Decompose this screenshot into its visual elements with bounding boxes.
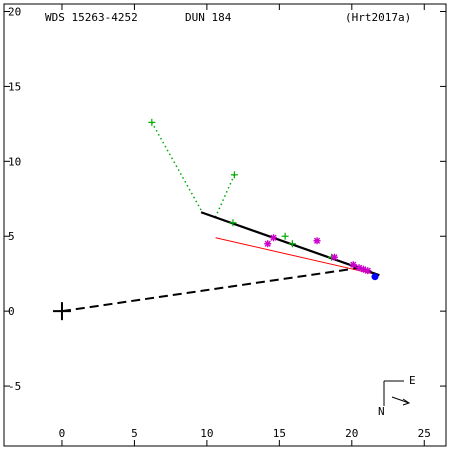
magenta-asterisk-marker	[349, 261, 357, 269]
asterisk-stroke	[350, 261, 357, 268]
x-tick-label: 10	[200, 427, 213, 440]
green-plus-marker	[281, 232, 289, 240]
x-tick-label: 25	[418, 427, 431, 440]
compass-motion-arrow	[391, 396, 410, 404]
y-tick-label: 10	[8, 155, 21, 168]
compass: E N	[378, 374, 416, 418]
compass-north-label: N	[378, 405, 385, 418]
compass-east-label: E	[409, 374, 416, 387]
x-tick-label: 15	[273, 427, 286, 440]
y-tick-label: -5	[8, 380, 21, 393]
magenta-asterisk-marker	[270, 234, 278, 242]
y-tick-label: 5	[8, 230, 15, 243]
asterisk-stroke	[355, 264, 363, 271]
dashed-node-line	[61, 266, 361, 313]
asterisk-stroke	[331, 254, 338, 261]
x-tick-label: 0	[59, 427, 66, 440]
magenta-asterisk-marker	[264, 240, 272, 248]
green-plus-marker	[288, 240, 296, 248]
compass-arrowhead-icon	[402, 398, 411, 406]
y-axis-ticks: 20 15 10 5 0 -5	[4, 5, 446, 393]
green-plus-marker	[229, 219, 237, 227]
residual-line	[214, 174, 236, 218]
red-orbit-line	[215, 237, 380, 276]
asterisk-stroke	[270, 234, 277, 241]
primary-star-marker	[52, 302, 71, 321]
header-wds-id: WDS 15263-4252	[45, 11, 138, 24]
blue-current-position-dot	[371, 273, 379, 281]
x-tick-label: 20	[345, 427, 358, 440]
plot-frame	[3, 3, 447, 447]
y-tick-label: 20	[8, 5, 21, 18]
x-tick-label: 5	[131, 427, 138, 440]
magenta-asterisk-marker	[313, 237, 321, 245]
magenta-asterisk-marker	[364, 267, 372, 275]
magenta-asterisk-marker	[330, 253, 338, 261]
green-plus-marker	[230, 171, 238, 179]
y-tick-label: 15	[8, 80, 21, 93]
asterisk-stroke	[360, 266, 367, 273]
green-plus-marker	[148, 118, 156, 126]
asterisk-stroke	[264, 240, 271, 247]
asterisk-stroke	[313, 237, 321, 244]
header-reference: (Hrt2017a)	[345, 11, 411, 24]
observation-markers	[148, 118, 379, 281]
residual-lines	[151, 121, 236, 218]
x-axis-ticks: 0 5 10 15 20 25	[59, 4, 431, 446]
header-system-name: DUN 184	[185, 11, 232, 24]
asterisk-stroke	[364, 267, 371, 274]
y-tick-label: 0	[8, 305, 15, 318]
